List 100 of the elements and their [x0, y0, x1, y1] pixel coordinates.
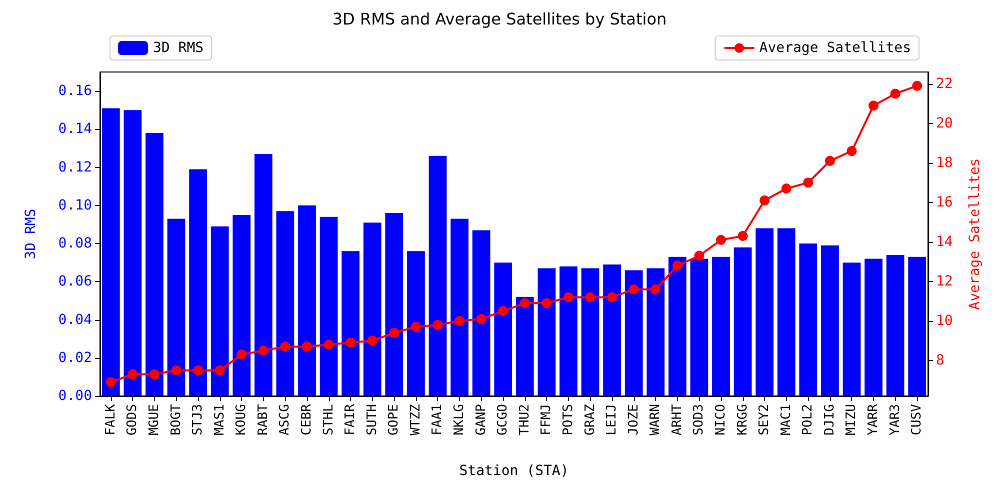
point: [302, 342, 312, 352]
bar: [342, 251, 360, 396]
x-tick-label: THU2: [517, 404, 532, 436]
point: [520, 298, 530, 308]
y-tick-label: 0.06: [58, 274, 92, 290]
bar: [146, 132, 164, 396]
bar: [603, 264, 621, 396]
y2-tick-label: 10: [936, 312, 953, 329]
x-tick-label: GODS: [125, 404, 140, 436]
x-tick-label: BOGT: [168, 404, 184, 436]
point: [214, 365, 225, 376]
y2-tick-label: 14: [936, 234, 953, 250]
point: [672, 260, 682, 271]
x-tick-label: WARN: [648, 404, 664, 436]
y2-tick-label: 22: [936, 76, 953, 92]
point: [454, 316, 465, 326]
chart-title: 3D RMS and Average Satellites by Station: [332, 10, 667, 28]
point: [324, 340, 334, 350]
point: [846, 146, 857, 156]
bar: [821, 245, 839, 396]
point: [389, 328, 400, 338]
point: [890, 88, 900, 99]
bar: [842, 262, 861, 396]
point: [258, 346, 268, 356]
bar: [472, 230, 490, 396]
x-tick-label: STHL: [321, 404, 336, 436]
point: [607, 292, 618, 302]
bar: [189, 169, 207, 396]
bar: [450, 218, 468, 396]
x-axis-title: Station (STA): [459, 463, 569, 479]
y-axis-title: 3D RMS: [23, 208, 39, 260]
x-tick-label: MAC1: [778, 404, 794, 436]
bar: [690, 258, 708, 396]
bar: [624, 270, 643, 396]
x-tick-label: GCGO: [496, 404, 511, 436]
point: [236, 350, 247, 360]
bar: [886, 254, 904, 396]
y-tick-label: 0.08: [58, 236, 92, 252]
bar: [538, 268, 556, 396]
x-tick-label: RABT: [256, 404, 271, 436]
y-tick-label: 0.16: [58, 83, 92, 100]
bar: [734, 247, 752, 396]
point: [432, 320, 443, 330]
point: [585, 292, 596, 302]
y2-tick-label: 12: [936, 273, 953, 290]
x-tick-label: LEIJ: [604, 404, 620, 436]
bar: [428, 156, 447, 396]
point: [628, 284, 639, 294]
x-tick-label: GANP: [474, 404, 489, 436]
point: [824, 156, 835, 166]
point: [781, 184, 792, 194]
y-tick-label: 0.14: [58, 121, 92, 138]
point: [476, 314, 486, 324]
x-tick-label: MAS1: [212, 404, 228, 436]
bar: [756, 228, 774, 396]
bar: [232, 214, 251, 396]
bar: [668, 256, 686, 396]
x-tick-label: YAR3: [888, 404, 903, 436]
x-tick-label: KOUG: [234, 404, 250, 436]
bar: [864, 258, 882, 396]
bar: [102, 108, 120, 396]
x-tick-label: MIZU: [844, 404, 860, 436]
y-tick-label: 0.02: [58, 350, 92, 366]
point: [498, 306, 508, 316]
x-tick-label: SEY2: [757, 404, 772, 436]
point: [128, 369, 138, 380]
y-tick-label: 0.12: [58, 159, 92, 176]
x-tick-label: SUTH: [364, 404, 380, 436]
x-tick-label: NICO: [714, 404, 728, 436]
bar: [560, 266, 578, 396]
bar: [908, 256, 926, 396]
x-tick-label: POL2: [800, 404, 816, 436]
bar: [363, 222, 382, 396]
bar: [385, 213, 404, 396]
x-tick-label: MGUE: [146, 404, 162, 436]
x-tick-label: GOPE: [386, 404, 402, 436]
point: [694, 250, 704, 261]
bar: [320, 216, 338, 396]
x-tick-label: POTS: [560, 404, 576, 436]
bar: [581, 268, 600, 396]
point: [738, 230, 748, 241]
point: [650, 284, 661, 294]
point: [280, 342, 290, 352]
point: [912, 80, 922, 91]
x-tick-label: JOZE: [626, 404, 642, 436]
bar: [210, 226, 229, 396]
x-tick-label: GRAZ: [582, 404, 598, 436]
y-tick-label: 0.04: [58, 312, 92, 328]
legend-label: 3D RMS: [153, 40, 204, 56]
x-tick-label: ASCG: [278, 404, 293, 436]
bar: [777, 228, 796, 396]
point: [171, 365, 182, 376]
y-tick-label: 0.00: [58, 388, 92, 404]
point: [346, 338, 356, 348]
x-tick-label: KRGG: [735, 404, 750, 436]
bar: [646, 268, 665, 396]
bar: [298, 205, 316, 396]
x-tick-label: STJ3: [190, 404, 206, 436]
point: [149, 369, 160, 380]
bar: [712, 256, 730, 396]
